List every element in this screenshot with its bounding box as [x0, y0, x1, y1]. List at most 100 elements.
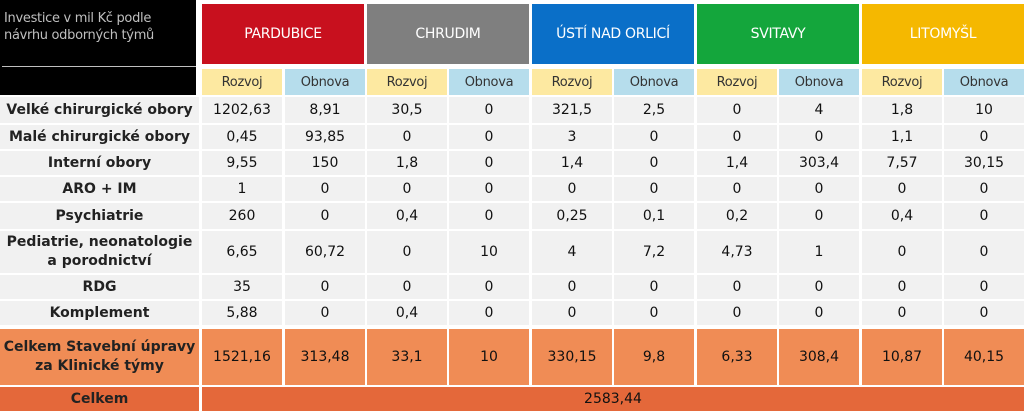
table-cell: 0,25: [532, 203, 612, 229]
table-cell: 0: [779, 275, 859, 299]
caption-divider: [2, 66, 196, 67]
table-cell: 0: [697, 275, 777, 299]
total-cell: 10,87: [862, 329, 942, 385]
table-cell: 260: [202, 203, 282, 229]
table-cell: 3: [532, 125, 612, 149]
table-cell: 0: [367, 177, 447, 201]
table-cell: 0: [285, 275, 365, 299]
table-cell: 0: [532, 275, 612, 299]
table-cell: 321,5: [532, 97, 612, 123]
table-cell: 0: [449, 275, 529, 299]
table-cell: 10: [449, 231, 529, 273]
region-header-3: ÚSTÍ NAD ORLICÍ: [532, 4, 694, 64]
table-cell: 10: [944, 97, 1024, 123]
subheader-rozvoj: Rozvoj: [862, 69, 942, 95]
table-cell: 30,5: [367, 97, 447, 123]
total-cell: 308,4: [779, 329, 859, 385]
total-cell: 10: [449, 329, 529, 385]
row-label: Komplement: [0, 301, 199, 325]
table-cell: 0: [614, 125, 694, 149]
table-cell: 0: [449, 177, 529, 201]
subheader-obnova: Obnova: [285, 69, 365, 95]
subheader-obnova: Obnova: [614, 69, 694, 95]
total-row-label: Celkem Stavební úpravy za Klinické týmy: [0, 329, 199, 385]
table-cell: 0: [449, 301, 529, 325]
table-cell: 0: [697, 177, 777, 201]
row-label: ARO + IM: [0, 177, 199, 201]
row-label: Malé chirurgické obory: [0, 125, 199, 149]
table-cell: 30,15: [944, 151, 1024, 175]
total-cell: 9,8: [614, 329, 694, 385]
region-header-5: LITOMYŠL: [862, 4, 1024, 64]
table-cell: 0,45: [202, 125, 282, 149]
table-cell: 1,8: [862, 97, 942, 123]
table-cell: 7,57: [862, 151, 942, 175]
total-cell: 1521,16: [202, 329, 282, 385]
table-cell: 5,88: [202, 301, 282, 325]
table-cell: 0: [944, 203, 1024, 229]
table-cell: 0: [697, 125, 777, 149]
table-cell: 0: [944, 177, 1024, 201]
region-header-1: PARDUBICE: [202, 4, 364, 64]
table-cell: 1,1: [862, 125, 942, 149]
table-cell: 0: [862, 231, 942, 273]
total-cell: 40,15: [944, 329, 1024, 385]
subheader-rozvoj: Rozvoj: [697, 69, 777, 95]
subheader-rozvoj: Rozvoj: [202, 69, 282, 95]
row-label: Velké chirurgické obory: [0, 97, 199, 123]
table-cell: 1,8: [367, 151, 447, 175]
table-cell: 6,65: [202, 231, 282, 273]
table-cell: 4: [779, 97, 859, 123]
table-cell: 0: [614, 177, 694, 201]
table-cell: 0: [862, 301, 942, 325]
table-cell: 0: [285, 301, 365, 325]
table-cell: 303,4: [779, 151, 859, 175]
table-cell: 0: [779, 177, 859, 201]
table-cell: 0: [614, 301, 694, 325]
grand-total-value: 2583,44: [202, 387, 1024, 411]
table-cell: 4,73: [697, 231, 777, 273]
table-cell: 35: [202, 275, 282, 299]
total-cell: 313,48: [285, 329, 365, 385]
table-cell: 2,5: [614, 97, 694, 123]
table-cell: 0: [697, 301, 777, 325]
table-cell: 7,2: [614, 231, 694, 273]
table-cell: 0: [862, 275, 942, 299]
table-cell: 0: [532, 301, 612, 325]
total-cell: 6,33: [697, 329, 777, 385]
total-cell: 33,1: [367, 329, 447, 385]
row-label: Pediatrie, neonatologie a porodnictví: [0, 231, 199, 273]
table-cell: 0,4: [367, 203, 447, 229]
total-cell: 330,15: [532, 329, 612, 385]
table-cell: 8,91: [285, 97, 365, 123]
table-cell: 60,72: [285, 231, 365, 273]
table-cell: 0: [449, 151, 529, 175]
table-cell: 0: [944, 301, 1024, 325]
region-header-2: CHRUDIM: [367, 4, 529, 64]
table-cell: 0: [944, 275, 1024, 299]
table-cell: 0: [944, 231, 1024, 273]
table-cell: 0: [367, 125, 447, 149]
table-cell: 0: [697, 97, 777, 123]
row-label: Interní obory: [0, 151, 199, 175]
table-cell: 0: [614, 151, 694, 175]
table-cell: 1,4: [532, 151, 612, 175]
table-cell: 0: [614, 275, 694, 299]
table-cell: 0: [285, 203, 365, 229]
table-cell: 0,4: [862, 203, 942, 229]
table-cell: 0: [779, 125, 859, 149]
grand-total-label: Celkem: [0, 387, 199, 411]
table-cell: 93,85: [285, 125, 365, 149]
table-cell: 0: [532, 177, 612, 201]
region-header-4: SVITAVY: [697, 4, 859, 64]
table-cell: 1202,63: [202, 97, 282, 123]
table-cell: 0: [367, 275, 447, 299]
table-caption-text: Investice v mil Kč podle návrhu odbornýc…: [4, 11, 154, 43]
table-cell: 150: [285, 151, 365, 175]
table-cell: 1,4: [697, 151, 777, 175]
table-cell: 0: [449, 203, 529, 229]
table-cell: 1: [779, 231, 859, 273]
table-cell: 0: [779, 301, 859, 325]
subheader-obnova: Obnova: [779, 69, 859, 95]
subheader-rozvoj: Rozvoj: [532, 69, 612, 95]
